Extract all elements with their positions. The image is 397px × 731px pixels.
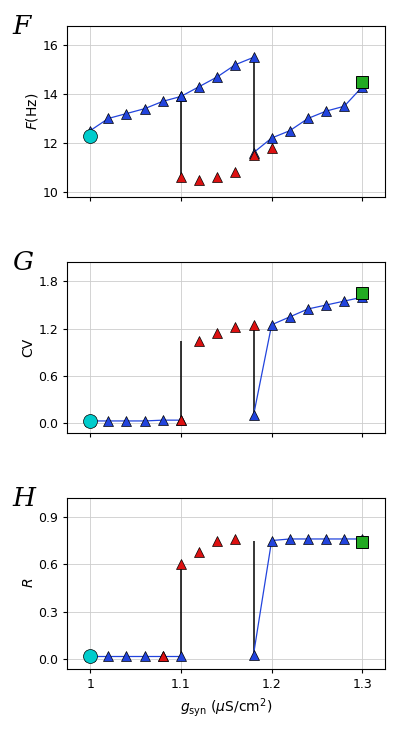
- Y-axis label: $F$(Hz): $F$(Hz): [24, 93, 40, 130]
- Text: G: G: [12, 250, 33, 275]
- Text: F: F: [12, 14, 30, 39]
- X-axis label: $g_\mathrm{syn}$ ($\mu$S/cm$^2$): $g_\mathrm{syn}$ ($\mu$S/cm$^2$): [180, 697, 272, 719]
- Y-axis label: CV: CV: [22, 338, 36, 357]
- Y-axis label: $R$: $R$: [22, 578, 36, 588]
- Text: H: H: [12, 486, 35, 511]
